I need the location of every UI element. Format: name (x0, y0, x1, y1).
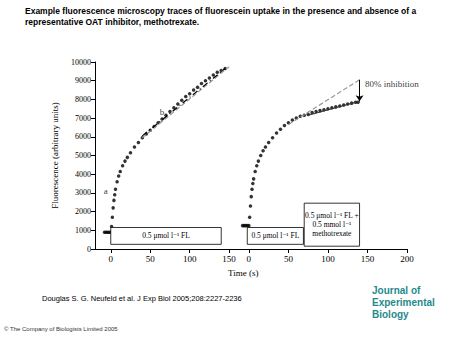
svg-text:6000: 6000 (75, 132, 91, 141)
svg-text:0.5 μmol l⁻¹ FL: 0.5 μmol l⁻¹ FL (251, 231, 299, 240)
svg-text:representative OAT inhibitor,: representative OAT inhibitor, methotrexa… (25, 17, 199, 27)
svg-text:methotrexate: methotrexate (312, 229, 352, 238)
svg-text:10000: 10000 (71, 58, 91, 67)
svg-text:8000: 8000 (75, 95, 91, 104)
svg-text:0: 0 (109, 254, 114, 264)
svg-text:0: 0 (247, 254, 252, 264)
svg-text:50: 50 (284, 254, 294, 264)
svg-text:4000: 4000 (75, 170, 91, 179)
svg-text:Douglas S. G. Neufeld et al. J: Douglas S. G. Neufeld et al. J Exp Biol … (42, 294, 242, 303)
svg-text:80% inhibition: 80% inhibition (365, 79, 419, 89)
svg-text:1000: 1000 (75, 226, 91, 235)
svg-text:0.5 μmol l⁻¹ FL +: 0.5 μmol l⁻¹ FL + (305, 211, 359, 220)
svg-text:b: b (160, 107, 165, 117)
svg-text:9000: 9000 (75, 76, 91, 85)
svg-text:100: 100 (321, 254, 335, 264)
svg-text:7000: 7000 (75, 114, 91, 123)
svg-text:150: 150 (361, 254, 375, 264)
svg-text:0.5 mmol l⁻¹: 0.5 mmol l⁻¹ (312, 220, 351, 229)
svg-text:0: 0 (87, 245, 91, 254)
svg-text:Example fluorescence microscop: Example fluorescence microscopy traces o… (25, 6, 419, 16)
svg-text:200: 200 (400, 254, 414, 264)
svg-text:5000: 5000 (75, 151, 91, 160)
svg-text:Experimental: Experimental (372, 297, 435, 308)
svg-text:Biology: Biology (372, 309, 409, 320)
svg-text:150: 150 (222, 254, 236, 264)
svg-text:3000: 3000 (75, 188, 91, 197)
svg-text:50: 50 (146, 254, 156, 264)
svg-text:100: 100 (183, 254, 197, 264)
svg-text:Time (s): Time (s) (228, 268, 258, 278)
svg-text:0.5 μmol l⁻¹ FL: 0.5 μmol l⁻¹ FL (142, 231, 190, 240)
svg-text:a: a (104, 186, 108, 196)
svg-text:© The Company of Biologists Li: © The Company of Biologists Limited 2005 (4, 326, 118, 332)
svg-text:2000: 2000 (75, 207, 91, 216)
svg-text:Journal of: Journal of (372, 285, 421, 296)
svg-text:Fluorescence (arbitrary units): Fluorescence (arbitrary units) (50, 102, 60, 208)
